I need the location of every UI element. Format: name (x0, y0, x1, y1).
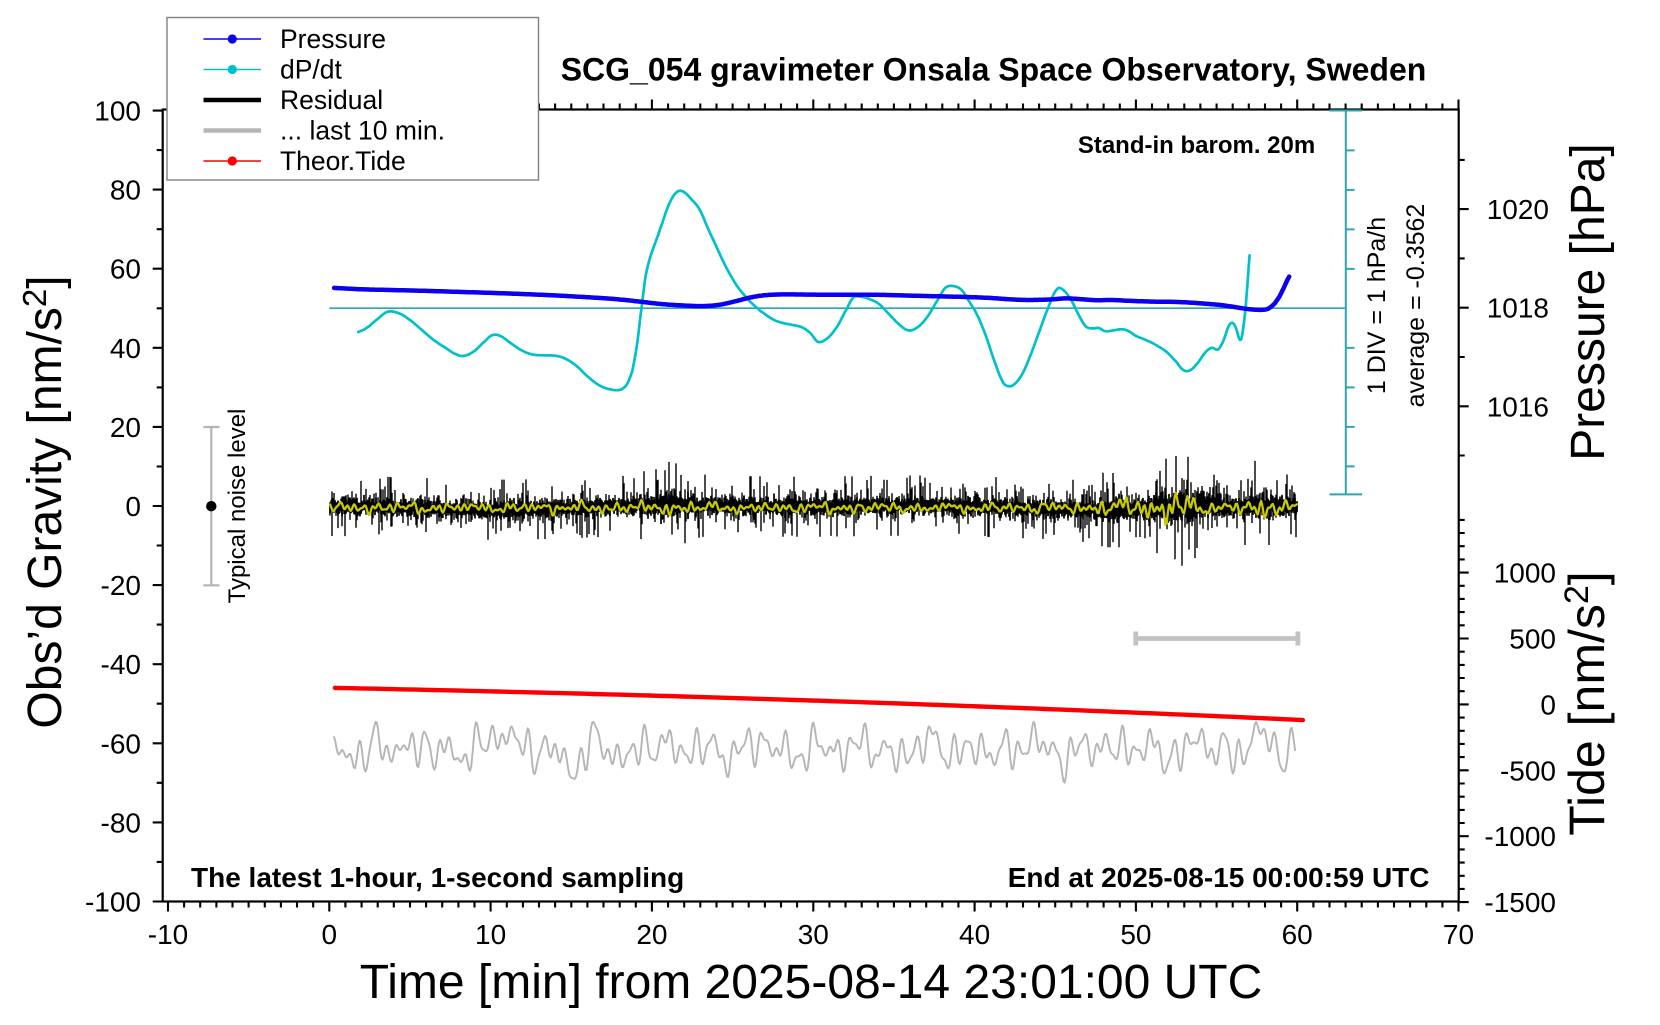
svg-text:average = -0.3562: average = -0.3562 (1402, 204, 1430, 408)
svg-text:-10: -10 (148, 919, 188, 950)
svg-text:100: 100 (94, 96, 141, 127)
svg-text:1020: 1020 (1487, 194, 1549, 225)
svg-text:Theor.Tide: Theor.Tide (280, 146, 406, 176)
svg-text:The latest 1-hour, 1-second sa: The latest 1-hour, 1-second sampling (191, 862, 684, 893)
svg-text:80: 80 (110, 175, 141, 206)
svg-text:Residual: Residual (280, 85, 383, 115)
svg-text:70: 70 (1443, 919, 1474, 950)
svg-text:-80: -80 (101, 807, 141, 838)
svg-text:0: 0 (1540, 689, 1556, 720)
svg-text:60: 60 (110, 254, 141, 285)
svg-text:40: 40 (959, 919, 990, 950)
svg-text:... last 10 min.: ... last 10 min. (280, 116, 445, 146)
svg-text:Pressure [hPa]: Pressure [hPa] (1562, 143, 1615, 460)
svg-text:0: 0 (125, 491, 141, 522)
svg-text:10: 10 (475, 919, 506, 950)
svg-text:-1500: -1500 (1484, 887, 1556, 918)
svg-text:0: 0 (322, 919, 338, 950)
svg-text:Typical noise level: Typical noise level (224, 409, 251, 604)
svg-text:SCG_054 gravimeter Onsala Spac: SCG_054 gravimeter Onsala Space Observat… (561, 52, 1427, 88)
svg-text:Tide [nm/s2]: Tide [nm/s2] (1558, 571, 1615, 835)
svg-text:-1000: -1000 (1484, 821, 1556, 852)
svg-text:Time [min] from 2025-08-14 23:: Time [min] from 2025-08-14 23:01:00 UTC (360, 956, 1263, 1009)
svg-text:dP/dt: dP/dt (280, 55, 343, 85)
svg-text:60: 60 (1282, 919, 1313, 950)
svg-text:30: 30 (798, 919, 829, 950)
svg-text:40: 40 (110, 333, 141, 364)
svg-text:-60: -60 (101, 728, 141, 759)
svg-text:500: 500 (1509, 624, 1556, 655)
svg-text:-40: -40 (101, 649, 141, 680)
svg-text:Obs’d Gravity [nm/s2]: Obs’d Gravity [nm/s2] (16, 275, 72, 728)
svg-text:50: 50 (1120, 919, 1151, 950)
svg-text:1018: 1018 (1487, 293, 1549, 324)
svg-text:Pressure: Pressure (280, 24, 386, 54)
svg-text:20: 20 (636, 919, 667, 950)
svg-text:1016: 1016 (1487, 391, 1549, 422)
svg-text:End at 2025-08-15 00:00:59 UTC: End at 2025-08-15 00:00:59 UTC (1008, 862, 1430, 893)
svg-text:-100: -100 (85, 887, 141, 918)
svg-text:1 DIV = 1 hPa/h: 1 DIV = 1 hPa/h (1363, 217, 1391, 394)
svg-text:-20: -20 (101, 570, 141, 601)
svg-text:Stand-in barom. 20m: Stand-in barom. 20m (1078, 132, 1315, 159)
svg-text:-500: -500 (1500, 755, 1556, 786)
svg-text:20: 20 (110, 412, 141, 443)
svg-text:1000: 1000 (1494, 558, 1556, 589)
